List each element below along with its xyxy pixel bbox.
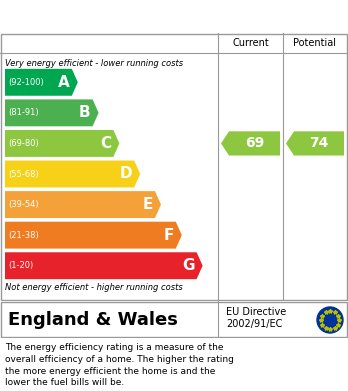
Text: (92-100): (92-100): [8, 78, 44, 87]
Text: Current: Current: [232, 38, 269, 48]
Text: Potential: Potential: [293, 38, 337, 48]
Text: 69: 69: [245, 136, 264, 151]
Circle shape: [317, 307, 343, 333]
Text: Not energy efficient - higher running costs: Not energy efficient - higher running co…: [5, 283, 183, 292]
Polygon shape: [5, 130, 119, 157]
Text: 74: 74: [309, 136, 329, 151]
Text: The energy efficiency rating is a measure of the
overall efficiency of a home. T: The energy efficiency rating is a measur…: [5, 343, 234, 387]
Text: Energy Efficiency Rating: Energy Efficiency Rating: [10, 7, 239, 25]
Text: (39-54): (39-54): [8, 200, 39, 209]
Polygon shape: [5, 99, 98, 126]
Text: EU Directive
2002/91/EC: EU Directive 2002/91/EC: [226, 307, 286, 329]
Text: England & Wales: England & Wales: [8, 311, 178, 329]
Polygon shape: [5, 222, 182, 249]
Text: E: E: [143, 197, 153, 212]
Polygon shape: [5, 191, 161, 218]
Text: Very energy efficient - lower running costs: Very energy efficient - lower running co…: [5, 59, 183, 68]
Polygon shape: [286, 131, 344, 156]
Text: A: A: [58, 75, 70, 90]
Text: G: G: [182, 258, 195, 273]
Text: D: D: [120, 167, 132, 181]
Text: C: C: [100, 136, 111, 151]
Text: (1-20): (1-20): [8, 261, 33, 270]
Polygon shape: [5, 69, 78, 96]
Text: (55-68): (55-68): [8, 170, 39, 179]
Text: (81-91): (81-91): [8, 108, 39, 117]
Polygon shape: [221, 131, 280, 156]
Text: B: B: [79, 105, 90, 120]
Polygon shape: [5, 252, 203, 279]
Text: F: F: [164, 228, 174, 243]
Polygon shape: [5, 161, 140, 187]
Text: (69-80): (69-80): [8, 139, 39, 148]
Text: (21-38): (21-38): [8, 231, 39, 240]
